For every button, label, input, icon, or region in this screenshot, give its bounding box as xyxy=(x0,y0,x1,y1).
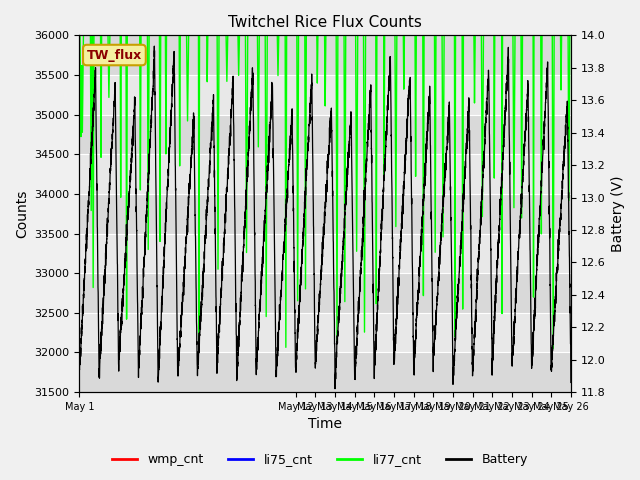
Y-axis label: Counts: Counts xyxy=(15,190,29,238)
Bar xyxy=(79,36,571,75)
Bar xyxy=(79,352,571,392)
Bar xyxy=(79,115,571,154)
Bar xyxy=(79,194,571,234)
Text: TW_flux: TW_flux xyxy=(87,48,142,61)
Y-axis label: Battery (V): Battery (V) xyxy=(611,176,625,252)
Bar xyxy=(79,273,571,313)
Legend: wmp_cnt, li75_cnt, li77_cnt, Battery: wmp_cnt, li75_cnt, li77_cnt, Battery xyxy=(107,448,533,471)
Title: Twitchel Rice Flux Counts: Twitchel Rice Flux Counts xyxy=(228,15,422,30)
X-axis label: Time: Time xyxy=(308,418,342,432)
